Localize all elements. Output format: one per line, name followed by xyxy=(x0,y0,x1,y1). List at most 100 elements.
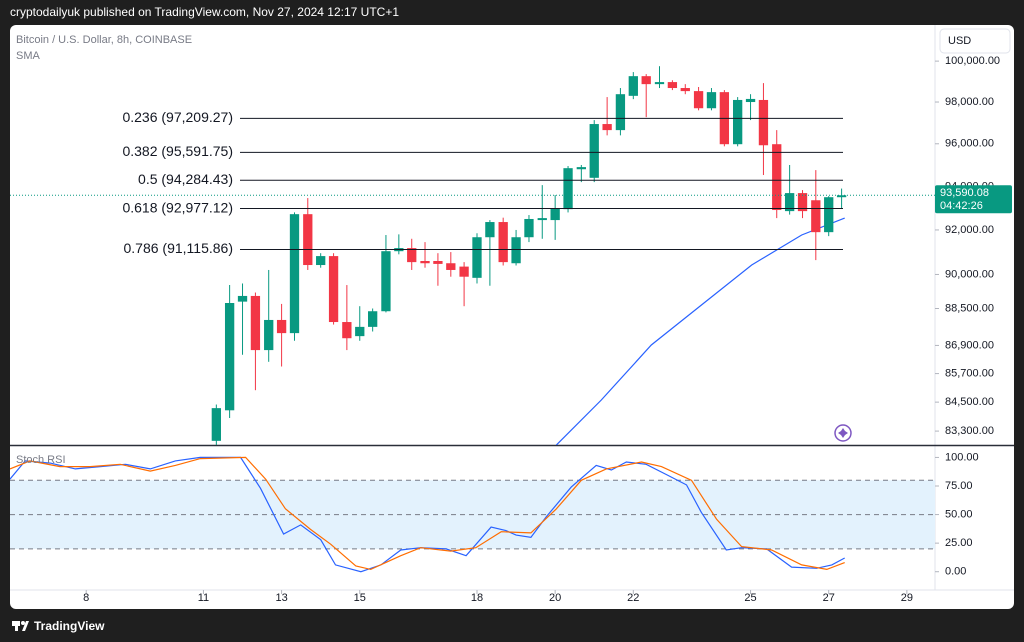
logo-part xyxy=(22,621,29,631)
y-tick-label: 90,000.00 xyxy=(945,268,994,280)
candle-body xyxy=(459,266,469,277)
price-pane xyxy=(211,66,847,445)
candle-body xyxy=(745,98,756,103)
candle-body xyxy=(589,124,599,178)
x-tick-label: 11 xyxy=(198,592,209,604)
candle-body xyxy=(784,193,795,212)
stoch-line xyxy=(10,456,845,573)
logo-part xyxy=(21,621,25,625)
candle-body xyxy=(615,94,626,131)
candle-body xyxy=(824,197,834,233)
candle-body xyxy=(524,218,534,238)
candle-body xyxy=(641,76,651,85)
axes: 100,000.0098,000.0096,000.0094,000.0092,… xyxy=(83,55,1000,604)
candle-body xyxy=(224,303,235,411)
candle-body xyxy=(381,251,391,312)
candle-body xyxy=(628,76,638,96)
candle-body xyxy=(811,200,821,233)
candle-body xyxy=(433,261,443,264)
footer-logo xyxy=(12,621,29,631)
y-tick-label: 0.00 xyxy=(945,566,966,578)
stoch-line xyxy=(10,456,845,571)
candle-body xyxy=(667,82,678,89)
y-tick-label: 50.00 xyxy=(945,508,973,520)
x-tick-label: 25 xyxy=(744,592,756,604)
x-tick-label: 8 xyxy=(83,592,89,604)
candle-body xyxy=(237,295,248,302)
x-tick-label: 13 xyxy=(275,592,287,604)
x-tick-label: 27 xyxy=(823,592,835,604)
y-tick-label: 25.00 xyxy=(945,537,973,549)
published-note: cryptodailyuk published on TradingView.c… xyxy=(10,5,399,19)
candle-body xyxy=(472,237,482,278)
candle-body xyxy=(576,167,586,170)
currency-button[interactable] xyxy=(939,28,1011,54)
y-tick-label: 86,900.00 xyxy=(945,339,994,351)
candle-body xyxy=(680,88,690,92)
fib-label: 0.618 (92,977.12) xyxy=(122,199,233,215)
event-icon[interactable] xyxy=(834,424,852,442)
last-price-tag xyxy=(935,185,1012,214)
candle-body xyxy=(693,91,704,109)
fib-label: 0.5 (94,284.43) xyxy=(138,171,233,187)
y-tick-label: 100.00 xyxy=(945,451,979,463)
x-tick-label: 20 xyxy=(549,592,561,604)
candle-body xyxy=(654,82,665,85)
candle-body xyxy=(303,214,313,266)
candle-body xyxy=(407,248,417,263)
x-tick-label: 29 xyxy=(901,592,913,604)
logo-part xyxy=(15,621,18,631)
candle-body xyxy=(250,295,261,351)
y-tick-label: 83,300.00 xyxy=(945,425,994,437)
fib-label: 0.236 (97,209.27) xyxy=(122,109,233,125)
candle-body xyxy=(550,208,560,221)
candle-body xyxy=(276,319,287,334)
candle-body xyxy=(797,193,808,212)
y-tick-label: 100,000.00 xyxy=(945,55,1000,67)
candle-body xyxy=(368,311,378,327)
y-tick-label: 84,500.00 xyxy=(945,396,994,408)
candle-body xyxy=(537,218,547,221)
y-tick-label: 96,000.00 xyxy=(945,138,994,150)
candle-body xyxy=(355,326,365,337)
symbol-title: Bitcoin / U.S. Dollar, 8h, COINBASE xyxy=(16,34,192,46)
y-tick-label: 75.00 xyxy=(945,480,973,492)
candle-body xyxy=(602,124,612,131)
candle-body xyxy=(563,168,573,210)
candle-body xyxy=(264,319,274,351)
candle-body xyxy=(342,322,352,339)
candle-body xyxy=(211,408,221,441)
candle-body xyxy=(758,99,769,146)
y-tick-label: 85,700.00 xyxy=(945,367,994,379)
candle-body xyxy=(328,256,339,323)
candle-body xyxy=(511,237,521,264)
currency-label[interactable]: USD xyxy=(948,35,971,47)
candle-body xyxy=(498,222,508,263)
countdown-label: 04:42:26 xyxy=(940,200,983,212)
event-icon-star xyxy=(838,428,848,438)
y-tick-label: 98,000.00 xyxy=(945,96,994,108)
fib-label: 0.786 (91,115.86) xyxy=(124,240,234,256)
candle-body xyxy=(420,261,430,264)
fib-label: 0.382 (95,591.75) xyxy=(122,143,233,159)
x-tick-label: 15 xyxy=(354,592,366,604)
sma-legend: SMA xyxy=(16,50,41,62)
candle-body xyxy=(706,92,717,109)
last-price-label: 93,590.08 xyxy=(940,187,989,199)
x-tick-label: 22 xyxy=(627,592,639,604)
y-tick-label: 92,000.00 xyxy=(945,224,994,236)
stoch-pane xyxy=(10,456,935,573)
stoch-title: Stoch RSI xyxy=(16,454,66,466)
sma-line xyxy=(555,217,845,445)
candle-body xyxy=(289,214,300,334)
candle-body xyxy=(836,195,847,198)
candle-body xyxy=(772,144,782,211)
x-tick-label: 18 xyxy=(471,592,483,604)
candle-body xyxy=(485,222,495,238)
candle-body xyxy=(316,256,326,266)
candle-body xyxy=(446,263,456,270)
y-tick-label: 88,500.00 xyxy=(945,302,994,314)
footer-brand: TradingView xyxy=(34,619,105,633)
candle-body xyxy=(733,99,743,145)
